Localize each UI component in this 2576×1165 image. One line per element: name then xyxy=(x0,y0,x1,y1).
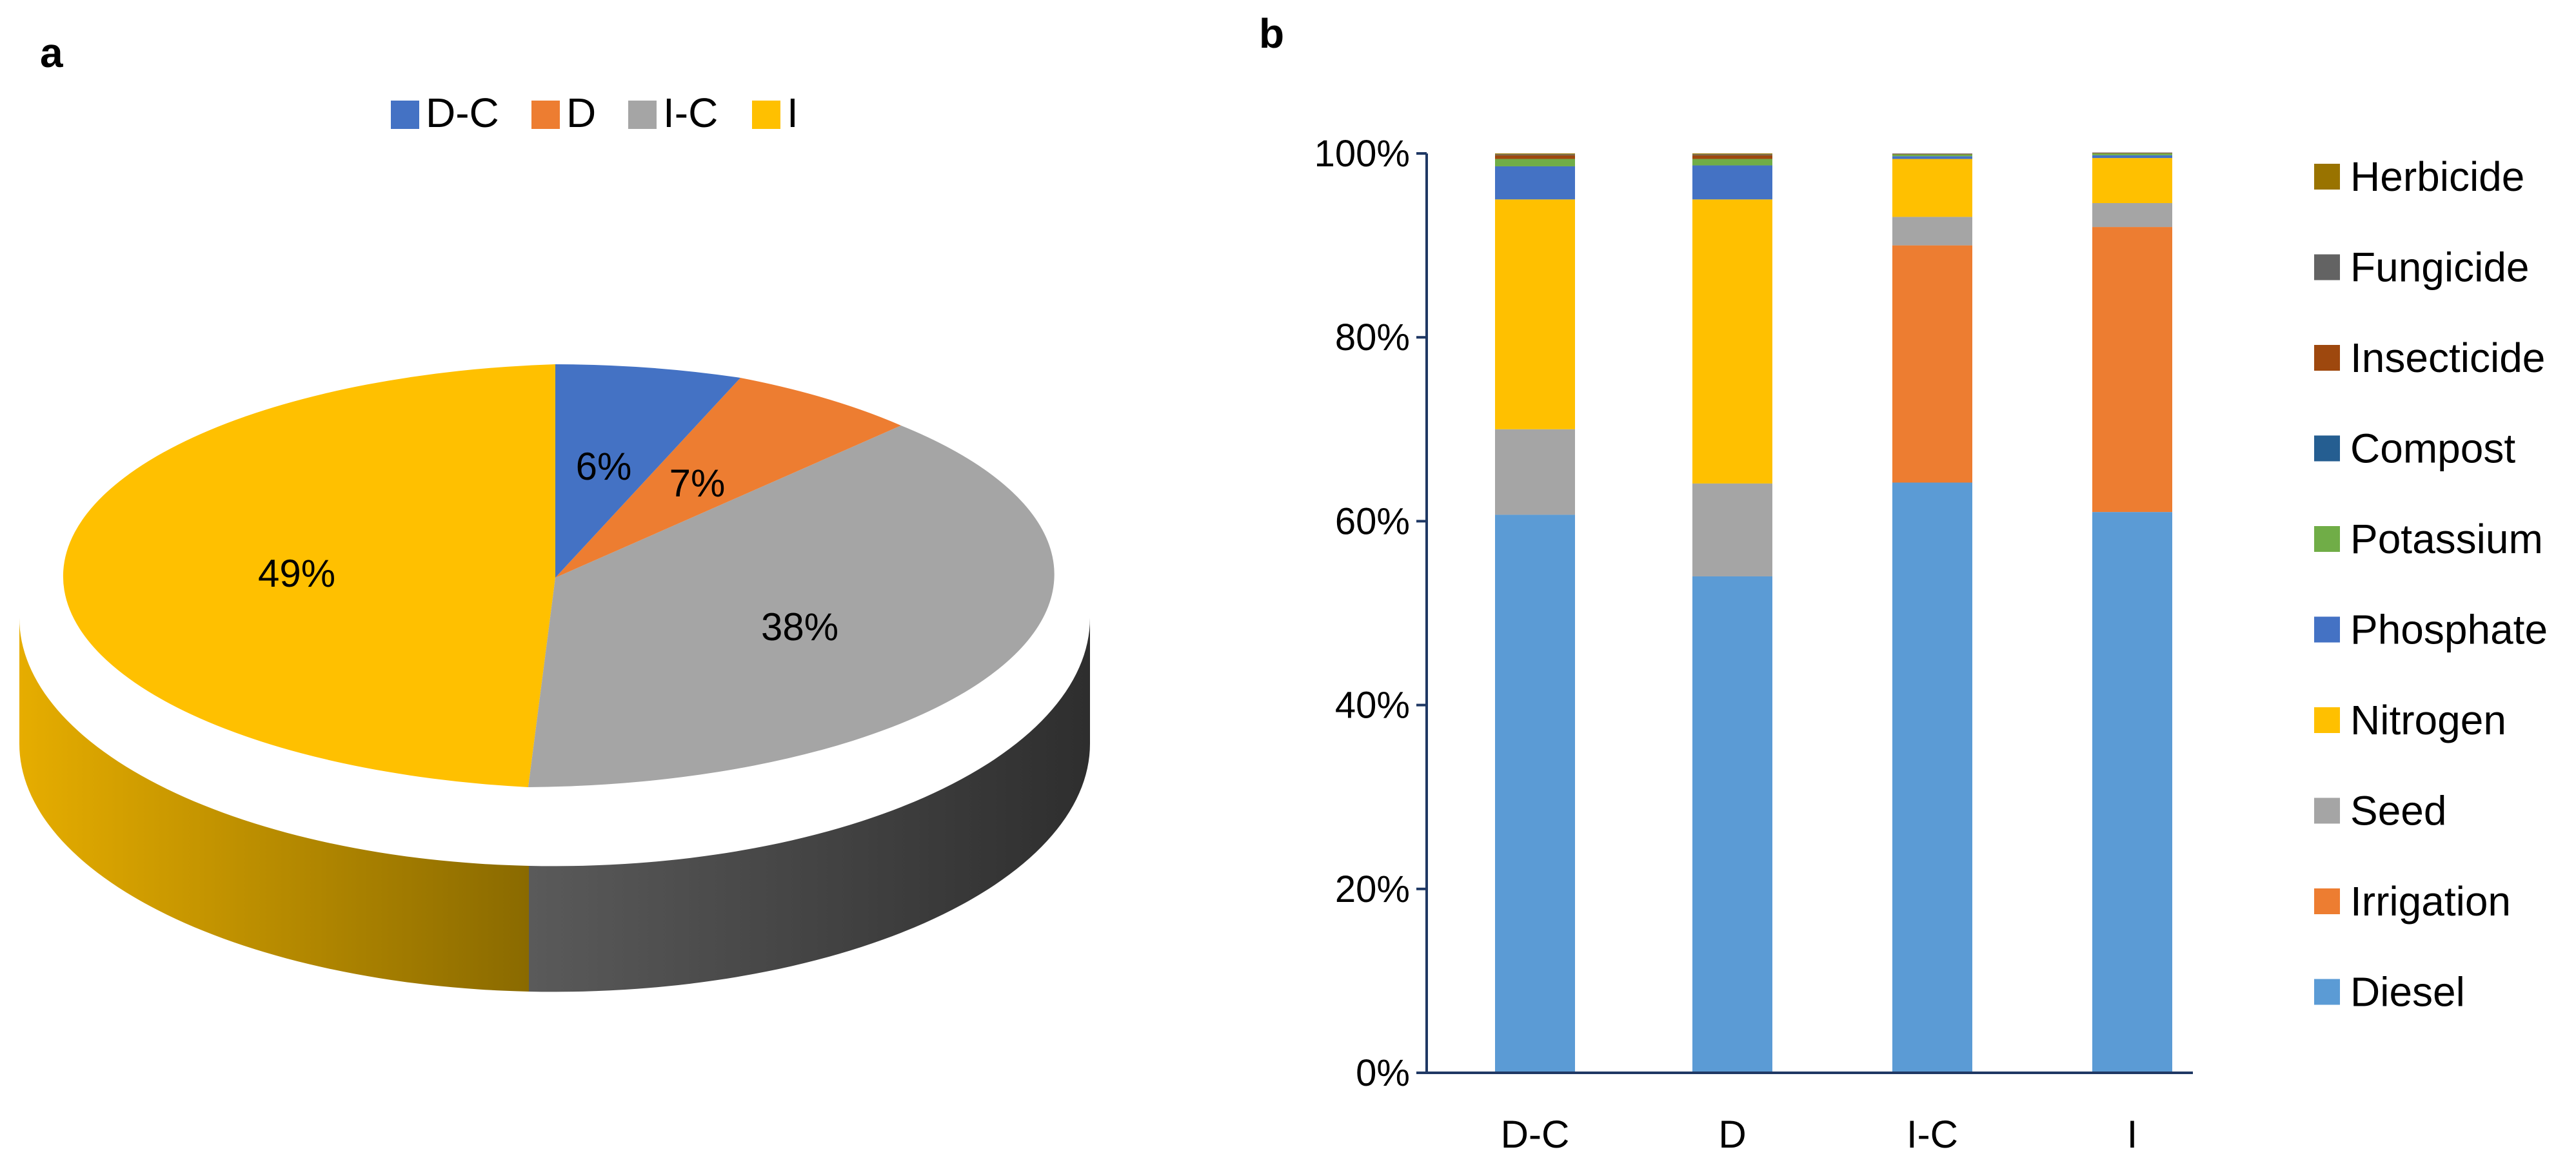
legend-label-herbicide: Herbicide xyxy=(2350,153,2524,200)
bar-i-diesel xyxy=(2092,512,2172,1073)
pie-slice-label-ic: 38% xyxy=(761,605,838,649)
legend-swatch-fungicide xyxy=(2314,254,2340,280)
bar-d-potassium xyxy=(1692,159,1772,166)
pie-legend-label-i: I xyxy=(787,90,798,136)
bar-d-insecticide xyxy=(1692,155,1772,159)
x-tick-label: D-C xyxy=(1501,1113,1570,1156)
legend-swatch-seed xyxy=(2314,798,2340,824)
bar-i-c-potassium xyxy=(1892,154,1972,157)
pie-legend-label-ic: I-C xyxy=(663,90,718,136)
legend-label-potassium: Potassium xyxy=(2350,516,2543,562)
pie-legend-swatch-i xyxy=(752,101,780,129)
pie-legend-label-d: D xyxy=(566,90,596,136)
pie-side-ic xyxy=(529,618,1091,992)
pie-slice-label-d: 7% xyxy=(669,462,726,505)
pie-slice-ic xyxy=(528,426,1055,787)
legend-swatch-nitrogen xyxy=(2314,707,2340,733)
bar-i-irrigation xyxy=(2092,227,2172,513)
y-tick-label: 0% xyxy=(1356,1052,1410,1094)
legend-label-fungicide: Fungicide xyxy=(2350,244,2530,291)
bar-i-c-insecticide xyxy=(1892,153,1972,155)
pie-legend-item-i: I xyxy=(752,90,798,136)
legend-swatch-insecticide xyxy=(2314,345,2340,371)
bar-d-c-nitrogen xyxy=(1495,199,1575,429)
panel-b: b 0% 20% 40% 60% 80% 100% D-C D I-C I Herbicide Fu… xyxy=(1259,10,2548,1156)
bar-d-c-insecticide xyxy=(1495,155,1575,159)
bar-i-c-irrigation xyxy=(1892,245,1972,483)
legend-swatch-diesel xyxy=(2314,979,2340,1005)
bar-i-seed xyxy=(2092,203,2172,228)
bar-d-c-potassium xyxy=(1495,159,1575,166)
y-tick-label: 100% xyxy=(1314,133,1410,175)
pie-legend-swatch-d xyxy=(531,101,560,129)
legend-swatch-phosphate xyxy=(2314,616,2340,643)
panel-a: a D-C D I-C I 6% xyxy=(19,30,1091,992)
y-tick-label: 60% xyxy=(1335,500,1410,542)
pie-slice-label-dc: 6% xyxy=(576,445,632,488)
bar-i-phosphate xyxy=(2092,155,2172,159)
bar-i-nitrogen xyxy=(2092,158,2172,204)
bar-i-c-phosphate xyxy=(1892,156,1972,159)
bar-i-potassium xyxy=(2092,153,2172,155)
pie-slice-d xyxy=(555,378,901,578)
bar-d-c-fungicide xyxy=(1495,154,1575,155)
bar-d-fungicide xyxy=(1692,154,1772,155)
legend-label-compost: Compost xyxy=(2350,426,2515,472)
bar-i-c-nitrogen xyxy=(1892,159,1972,217)
legend-swatch-compost xyxy=(2314,435,2340,462)
legend-label-insecticide: Insecticide xyxy=(2350,335,2545,381)
bar-d-nitrogen xyxy=(1692,199,1772,484)
legend-swatch-herbicide xyxy=(2314,164,2340,190)
legend-label-phosphate: Phosphate xyxy=(2350,607,2548,653)
pie-legend-item-d: D xyxy=(531,90,596,136)
pie-slice-i xyxy=(63,364,556,787)
bar-d-seed xyxy=(1692,483,1772,576)
bar-i-c-diesel xyxy=(1892,482,1972,1073)
legend-label-seed: Seed xyxy=(2350,788,2446,834)
x-tick-label: D xyxy=(1718,1113,1746,1156)
legend-label-irrigation: Irrigation xyxy=(2350,878,2511,925)
bar-i-c-seed xyxy=(1892,217,1972,246)
panel-a-label: a xyxy=(40,30,63,76)
pie-legend: D-C D I-C I xyxy=(391,90,798,136)
pie-legend-item-dc: D-C xyxy=(391,90,499,136)
pie-slice-label-i: 49% xyxy=(258,552,335,595)
y-tick-label: 20% xyxy=(1335,868,1410,910)
legend-swatch-potassium xyxy=(2314,526,2340,552)
bar-d-herbicide xyxy=(1692,153,1772,155)
bar-d-c-herbicide xyxy=(1495,153,1575,155)
bar-d-c-seed xyxy=(1495,429,1575,515)
legend-label-nitrogen: Nitrogen xyxy=(2350,697,2506,743)
y-tick-label: 80% xyxy=(1335,317,1410,358)
bar-d-c-phosphate xyxy=(1495,166,1575,200)
legend-label-diesel: Diesel xyxy=(2350,969,2465,1015)
bar-d-phosphate xyxy=(1692,165,1772,200)
pie-slice-dc xyxy=(555,364,740,578)
legend-swatch-irrigation xyxy=(2314,888,2340,914)
y-tick-label: 40% xyxy=(1335,685,1410,727)
panel-b-label: b xyxy=(1259,10,1284,57)
pie-legend-swatch-dc xyxy=(391,101,419,129)
bar-d-diesel xyxy=(1692,576,1772,1073)
bar-legend: Herbicide Fungicide Insecticide Compost Pota… xyxy=(2314,153,2548,1015)
bar-d-c-diesel xyxy=(1495,514,1575,1073)
pie-legend-swatch-ic xyxy=(628,101,657,129)
pie-side-i xyxy=(19,618,530,992)
bar-plot-area: 0% 20% 40% 60% 80% 100% D-C D I-C I xyxy=(1314,133,2193,1156)
pie-legend-item-ic: I-C xyxy=(628,90,718,136)
x-tick-label: I xyxy=(2127,1113,2138,1156)
pie-legend-label-dc: D-C xyxy=(426,90,499,136)
bar-i-c-fungicide xyxy=(1892,153,1972,154)
x-tick-label: I-C xyxy=(1907,1113,1958,1156)
